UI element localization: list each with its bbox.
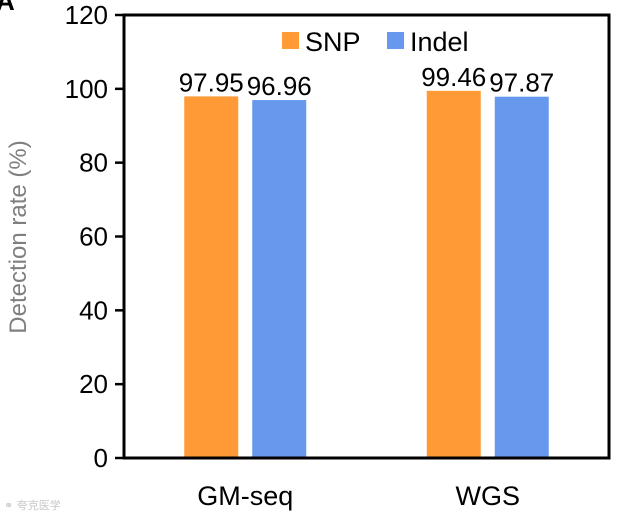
bars — [184, 90, 549, 459]
data-labels: 97.95 96.96 99.46 97.87 — [179, 62, 555, 101]
x-category-label: WGS — [456, 481, 521, 511]
bar-indel-wgs — [494, 96, 549, 458]
y-tick-label: 20 — [79, 369, 108, 399]
panel-letter: A — [0, 0, 15, 16]
y-tick-label: 80 — [79, 148, 108, 178]
x-axis-labels: GM-seq WGS — [197, 481, 520, 511]
data-label: 97.87 — [489, 68, 554, 98]
watermark-text: 夸克医学 — [16, 499, 61, 512]
legend-swatch-snp — [282, 32, 299, 49]
watermark-icon: ⚭ — [4, 499, 14, 512]
y-tick-label: 0 — [94, 443, 108, 473]
legend: SNP Indel — [282, 27, 469, 57]
bar-indel-gm-seq — [252, 100, 307, 458]
y-tick-label: 60 — [79, 222, 108, 252]
legend-label-snp: SNP — [305, 27, 361, 57]
y-axis-ticks: 0 20 40 60 80 100 120 — [65, 0, 124, 473]
data-label: 99.46 — [421, 62, 486, 92]
y-tick-label: 40 — [79, 295, 108, 325]
watermark: ⚭ 夸克医学 — [4, 497, 61, 513]
bar-snp-gm-seq — [184, 96, 239, 459]
legend-label-indel: Indel — [410, 27, 469, 57]
bar-snp-wgs — [426, 90, 481, 458]
plot-frame — [122, 13, 611, 460]
x-category-label: GM-seq — [197, 481, 293, 511]
y-axis-title: Detection rate (%) — [5, 140, 32, 333]
legend-swatch-indel — [387, 32, 404, 49]
data-label: 96.96 — [247, 71, 312, 101]
y-tick-label: 100 — [65, 74, 108, 104]
data-label: 97.95 — [179, 67, 244, 97]
y-tick-label: 120 — [65, 0, 108, 30]
